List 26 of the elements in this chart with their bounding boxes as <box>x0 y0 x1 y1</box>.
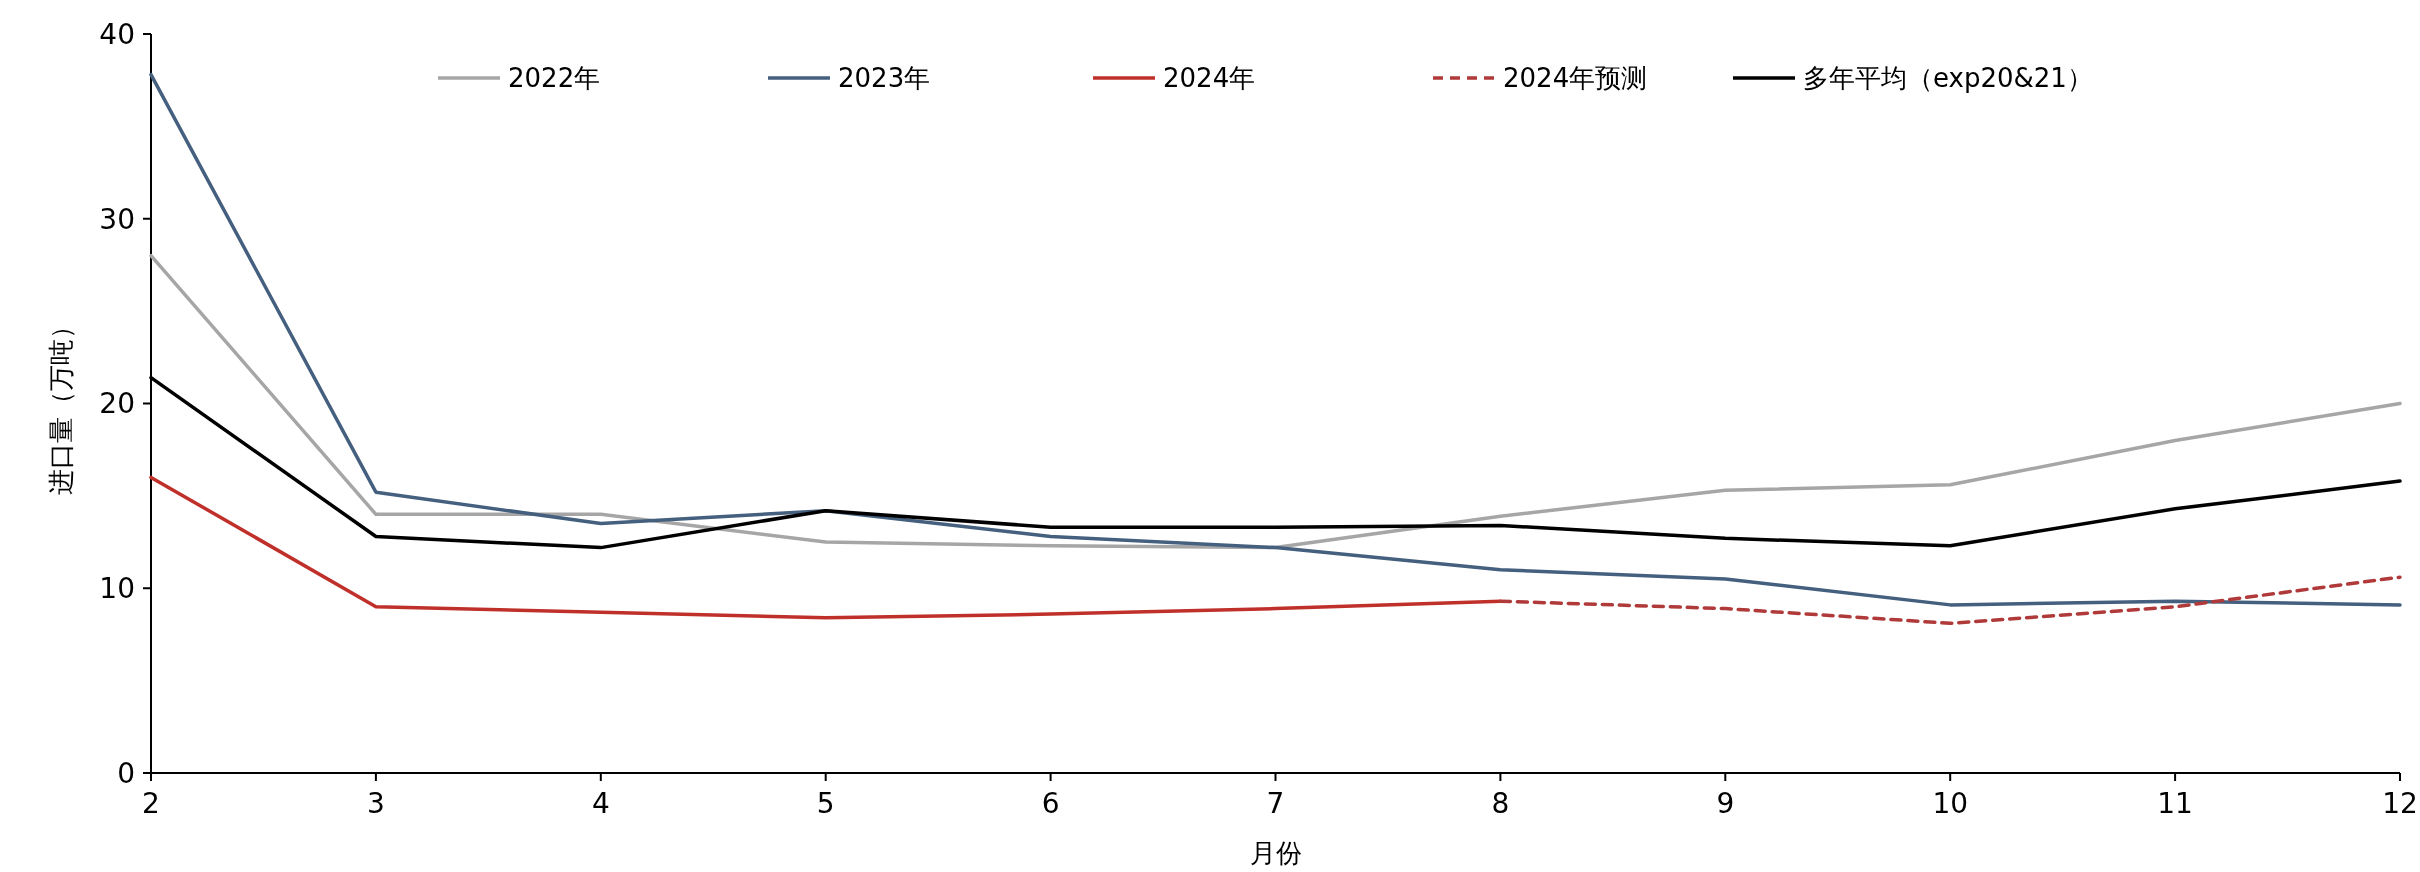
y-tick-label: 0 <box>117 756 135 790</box>
x-tick-label: 8 <box>1491 787 1510 820</box>
y-tick-label: 20 <box>99 387 135 421</box>
x-tick-label: 4 <box>591 787 610 820</box>
y-axis-title: 进口量（万吨） <box>46 312 76 495</box>
x-tick-label: 2 <box>142 787 160 820</box>
x-tick-label: 9 <box>1716 787 1735 820</box>
y-tick-label: 10 <box>99 572 135 606</box>
x-tick-label: 6 <box>1041 787 1060 820</box>
legend-label: 2024年预测 <box>1503 63 1648 94</box>
legend-label: 2023年 <box>838 63 931 94</box>
legend-label: 多年平均（exp20&21） <box>1803 63 2093 94</box>
x-tick-label: 3 <box>366 787 385 820</box>
x-tick-label: 12 <box>2382 787 2418 820</box>
x-tick-label: 10 <box>1932 787 1969 820</box>
line-series <box>149 475 1503 620</box>
y-tick-label: 40 <box>99 17 135 51</box>
legend-label: 2022年 <box>508 63 601 94</box>
legend-label: 2024年 <box>1163 63 1256 94</box>
line-series <box>149 253 2402 550</box>
y-tick-label: 30 <box>99 202 135 236</box>
x-tick-label: 5 <box>816 787 835 820</box>
x-tick-label: 11 <box>2157 787 2193 820</box>
x-tick-label: 7 <box>1266 787 1285 820</box>
x-axis-title: 月份 <box>1249 838 1302 868</box>
line-series <box>1498 575 2402 626</box>
